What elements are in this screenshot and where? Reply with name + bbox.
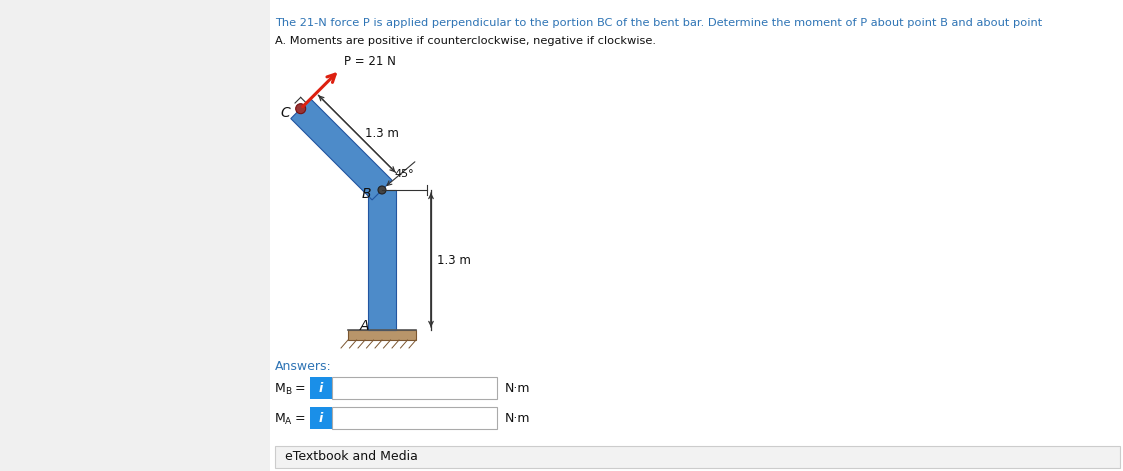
Text: The 21-N force P is applied perpendicular to the portion BC of the bent bar. Det: The 21-N force P is applied perpendicula… xyxy=(275,18,1042,28)
Text: A. Moments are positive if counterclockwise, negative if clockwise.: A. Moments are positive if counterclockw… xyxy=(275,36,656,46)
Bar xyxy=(332,377,497,399)
Text: P = 21 N: P = 21 N xyxy=(344,55,395,68)
Polygon shape xyxy=(291,99,392,200)
Text: B: B xyxy=(285,388,291,397)
Text: B: B xyxy=(362,187,372,201)
Text: M: M xyxy=(275,413,285,425)
Text: 45°: 45° xyxy=(394,169,413,179)
Text: =: = xyxy=(291,382,305,396)
Text: N·m: N·m xyxy=(505,382,530,396)
Text: A: A xyxy=(285,417,291,427)
Text: C: C xyxy=(281,106,291,120)
Polygon shape xyxy=(368,190,396,330)
Circle shape xyxy=(378,186,386,194)
Text: eTextbook and Media: eTextbook and Media xyxy=(285,450,418,463)
Bar xyxy=(310,407,332,429)
Bar xyxy=(348,330,416,340)
Text: i: i xyxy=(319,382,323,395)
Bar xyxy=(332,407,497,429)
Text: 1.3 m: 1.3 m xyxy=(437,253,471,267)
Text: A: A xyxy=(360,319,369,333)
Bar xyxy=(310,377,332,399)
Text: N·m: N·m xyxy=(505,413,530,425)
Bar xyxy=(275,446,1120,468)
Text: 1.3 m: 1.3 m xyxy=(365,127,399,140)
Circle shape xyxy=(295,104,305,114)
Text: M: M xyxy=(275,382,285,396)
Text: =: = xyxy=(291,413,305,425)
Text: i: i xyxy=(319,412,323,424)
Text: Answers:: Answers: xyxy=(275,360,331,373)
Bar xyxy=(270,0,1123,471)
